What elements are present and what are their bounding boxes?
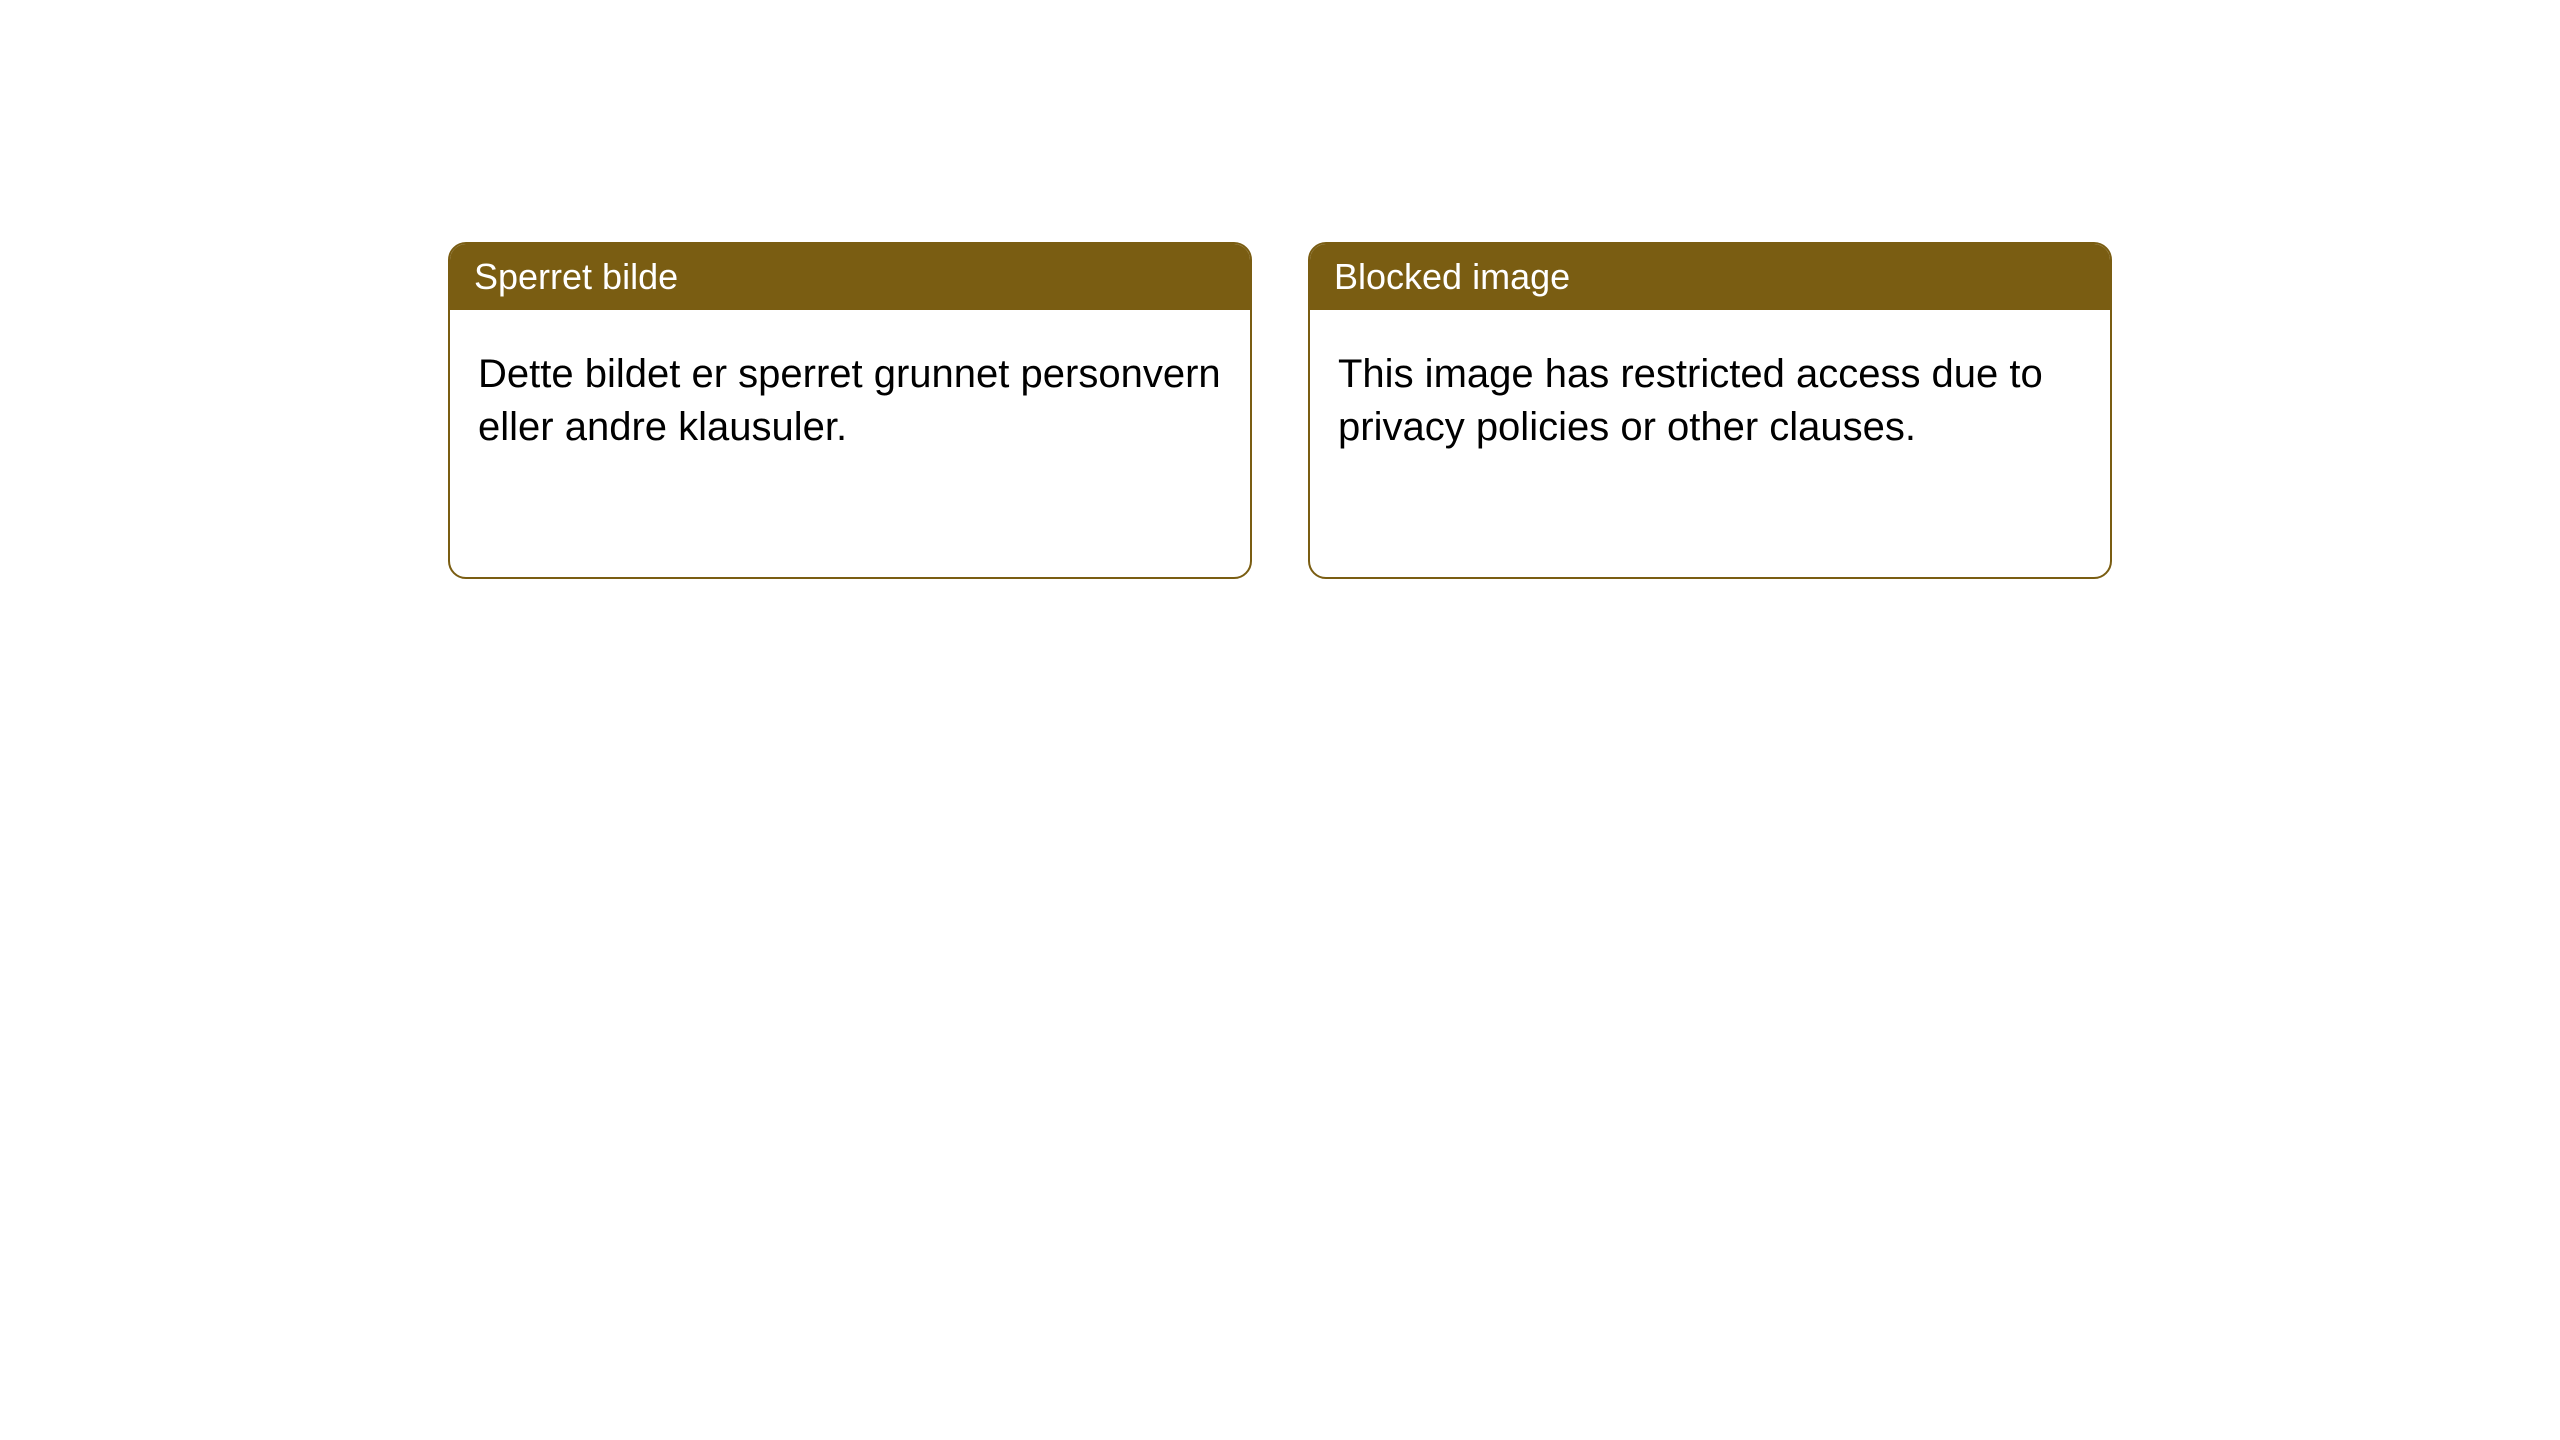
notice-card-body: Dette bildet er sperret grunnet personve… xyxy=(450,310,1250,492)
notice-card-norwegian: Sperret bilde Dette bildet er sperret gr… xyxy=(448,242,1252,579)
notice-card-title: Blocked image xyxy=(1310,244,2110,310)
notice-card-body: This image has restricted access due to … xyxy=(1310,310,2110,492)
notice-card-title: Sperret bilde xyxy=(450,244,1250,310)
notice-card-english: Blocked image This image has restricted … xyxy=(1308,242,2112,579)
notice-cards-container: Sperret bilde Dette bildet er sperret gr… xyxy=(448,242,2112,579)
